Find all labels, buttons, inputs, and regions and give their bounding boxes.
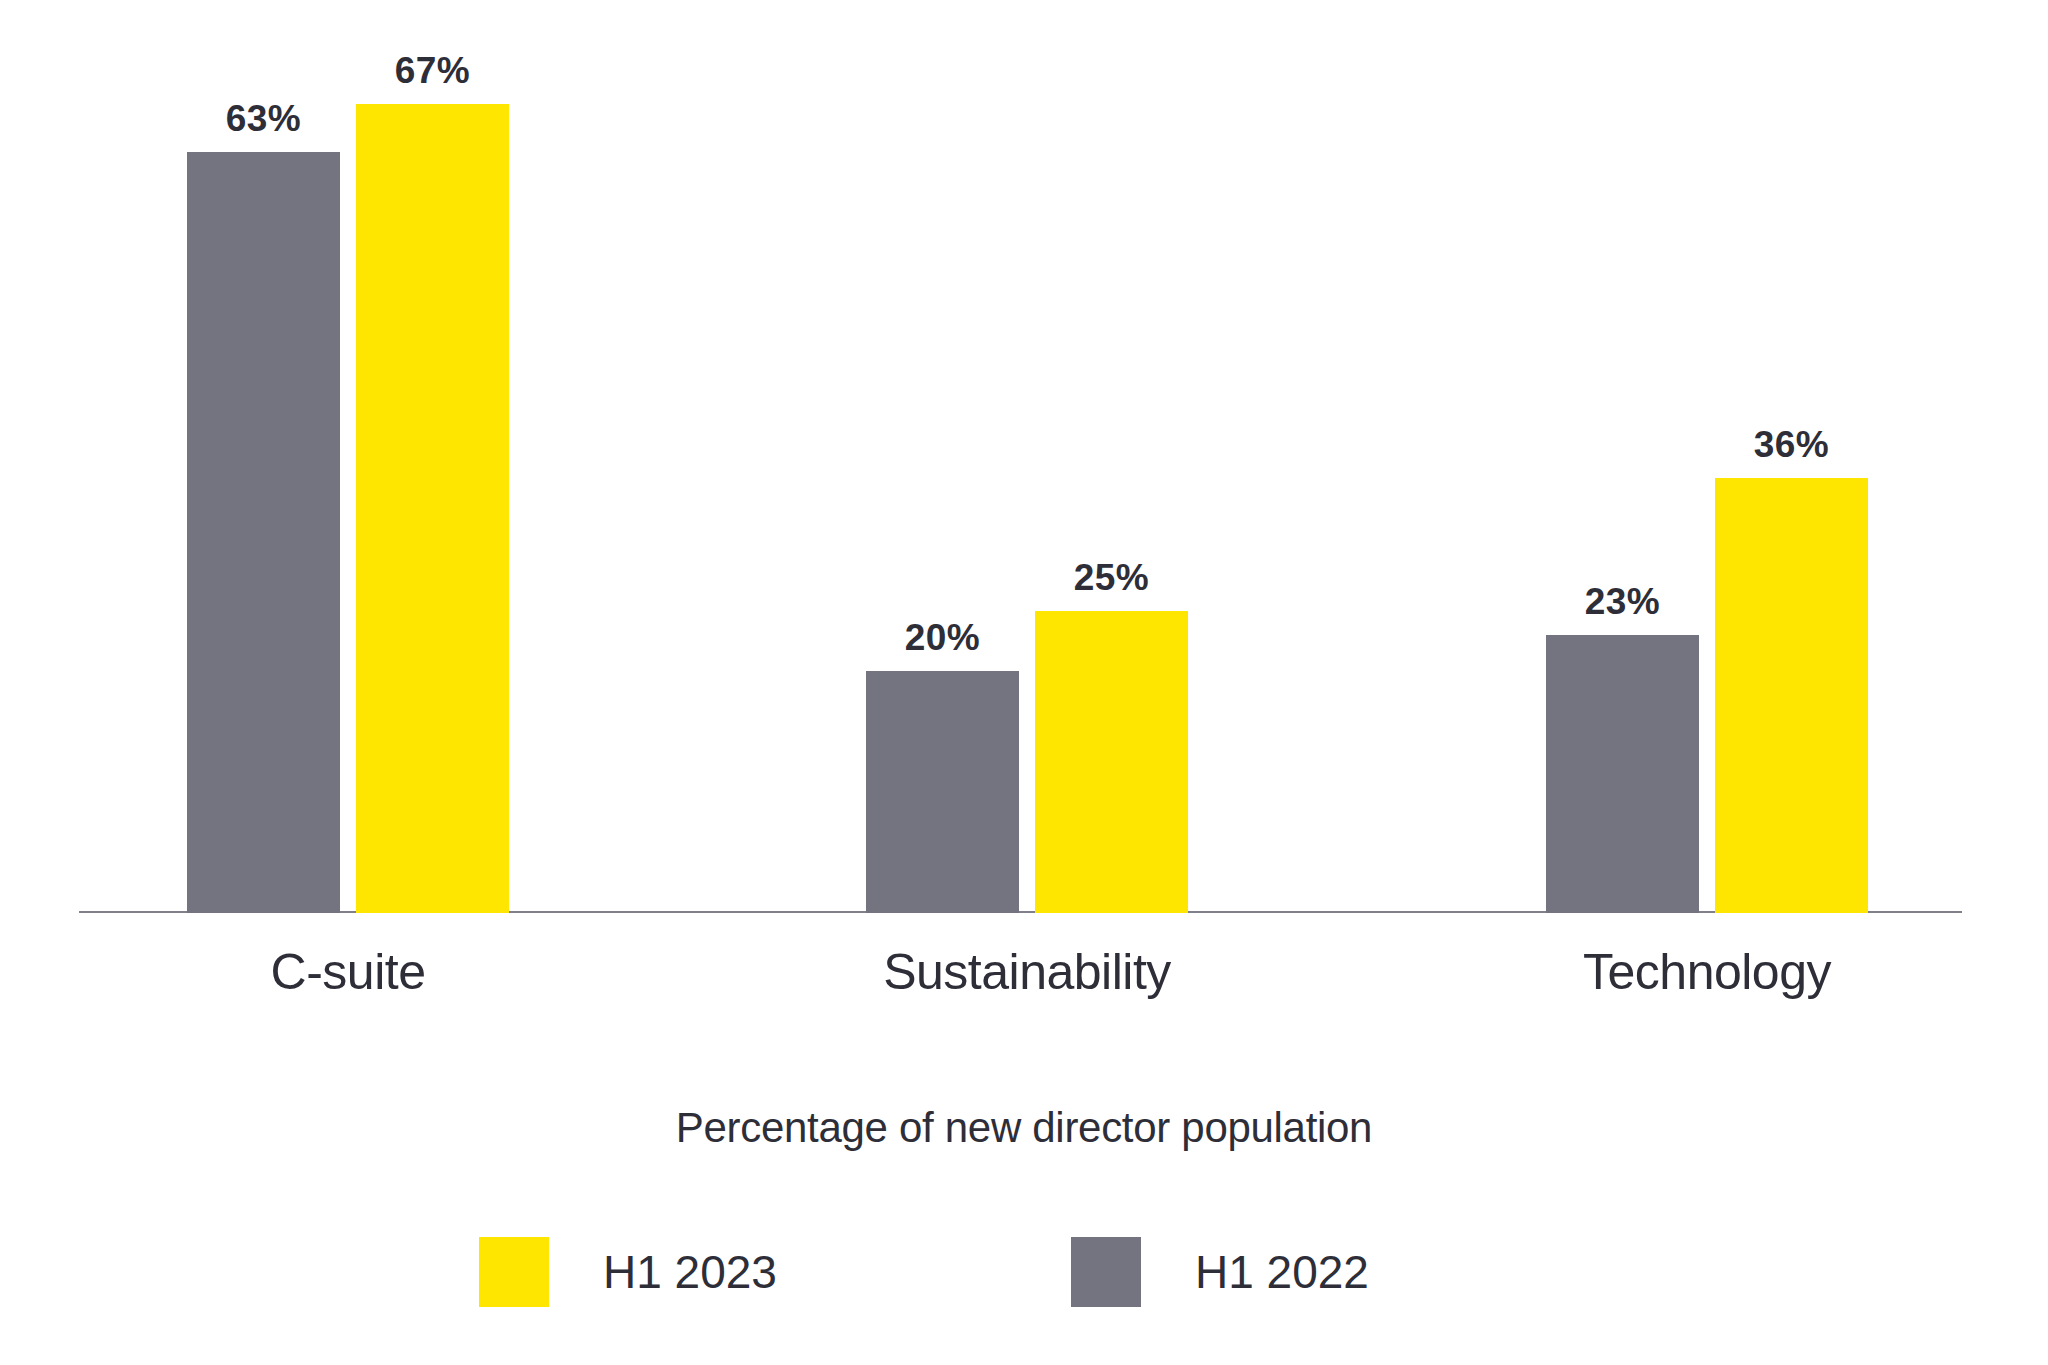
bar-value-label: 23%	[1546, 581, 1699, 624]
bar-cell-h1-2022-sustainability: 20%	[866, 617, 1019, 913]
legend-label-h1-2023: H1 2023	[603, 1245, 777, 1299]
bar-value-label: 25%	[1035, 557, 1188, 600]
bar-h1-2022-c-suite	[187, 152, 340, 913]
bar-cell-h1-2022-technology: 23%	[1546, 581, 1699, 913]
bar-cell-h1-2022-c-suite: 63%	[187, 98, 340, 913]
category-label-technology: Technology	[1583, 943, 1831, 1001]
bar-value-label: 67%	[356, 50, 509, 93]
legend-swatch-h1-2023	[479, 1237, 549, 1307]
bar-value-label: 36%	[1715, 424, 1868, 467]
bar-cell-h1-2023-c-suite: 67%	[356, 50, 509, 913]
bar-value-label: 20%	[866, 617, 1019, 660]
bar-cell-h1-2023-sustainability: 25%	[1035, 557, 1188, 913]
legend-item-h1-2022: H1 2022	[1071, 1237, 1369, 1307]
bar-h1-2022-technology	[1546, 635, 1699, 913]
legend-swatch-h1-2022	[1071, 1237, 1141, 1307]
legend-item-h1-2023: H1 2023	[479, 1237, 777, 1307]
category-label-sustainability: Sustainability	[883, 943, 1171, 1001]
legend-label-h1-2022: H1 2022	[1195, 1245, 1369, 1299]
category-label-c-suite: C-suite	[271, 943, 426, 1001]
bar-value-label: 63%	[187, 98, 340, 141]
bar-cell-h1-2023-technology: 36%	[1715, 424, 1868, 913]
bar-h1-2023-sustainability	[1035, 611, 1188, 913]
chart-canvas: 63% 67% C-suite 20% 25% Sustainability 23% 36% T…	[0, 0, 2048, 1365]
chart-caption: Percentage of new director population	[0, 1104, 2048, 1152]
bar-h1-2023-c-suite	[356, 104, 509, 913]
bar-h1-2023-technology	[1715, 478, 1868, 913]
bar-h1-2022-sustainability	[866, 671, 1019, 913]
